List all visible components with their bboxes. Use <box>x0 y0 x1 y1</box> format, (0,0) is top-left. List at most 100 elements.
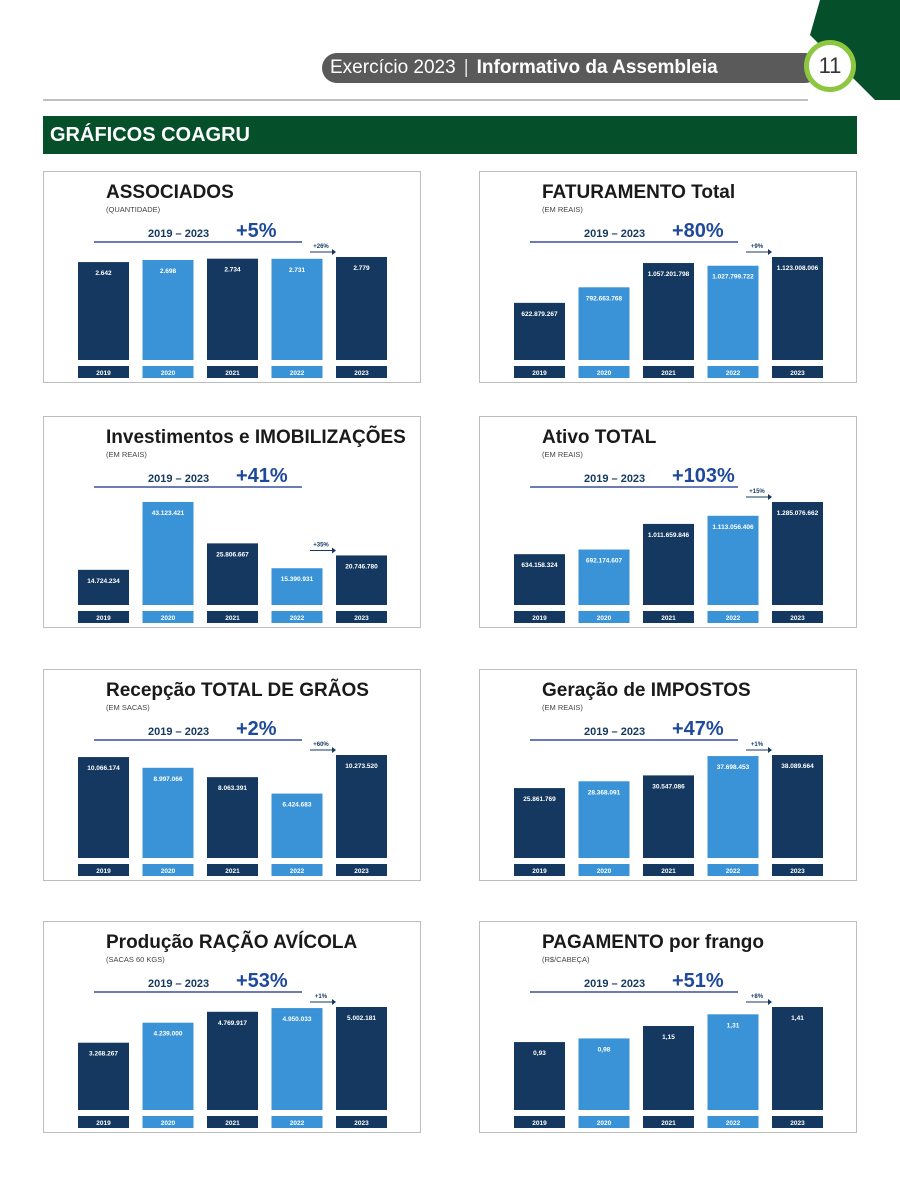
bar-value-label: 692.174.607 <box>586 558 623 565</box>
bar-2019 <box>514 302 565 360</box>
year-box <box>643 366 694 378</box>
last-change-label: +1% <box>315 994 328 1000</box>
year-label: 2019 <box>532 370 547 377</box>
bar-2022 <box>707 265 759 360</box>
year-box <box>142 1116 194 1128</box>
year-box <box>336 1116 387 1128</box>
growth-arrow-head <box>332 999 336 1005</box>
year-box <box>643 864 694 876</box>
bar-2020 <box>142 767 194 858</box>
year-label: 2023 <box>354 615 369 622</box>
year-box <box>707 366 759 378</box>
year-box <box>142 864 194 876</box>
corner-decoration <box>810 0 900 100</box>
year-box <box>271 611 323 623</box>
year-box <box>578 1116 630 1128</box>
bar-value-label: 5.002.181 <box>347 1015 376 1022</box>
year-label: 2021 <box>225 868 240 875</box>
year-box <box>772 366 823 378</box>
bar-value-label: 1.011.659.846 <box>648 532 690 539</box>
bar-2019 <box>78 569 129 605</box>
bar-value-label: 10.066.174 <box>87 765 120 772</box>
bar-2021 <box>207 1011 258 1110</box>
chart-change: +2% <box>236 718 277 740</box>
year-box <box>207 1116 258 1128</box>
bar-2019 <box>514 788 565 858</box>
chart-change: +51% <box>672 970 724 992</box>
last-change-label: +1% <box>751 742 764 748</box>
year-box <box>578 611 630 623</box>
chart-subtitle: (SACAS 60 KGS) <box>106 955 165 964</box>
chart-panel: Geração de IMPOSTOS (EM REAIS) 2019 – 2023… <box>479 669 857 881</box>
year-box <box>772 1116 823 1128</box>
bar-value-label: 37.698.453 <box>717 764 750 771</box>
year-box <box>207 366 258 378</box>
bar-2020 <box>578 287 630 360</box>
last-change-label: +9% <box>751 244 764 250</box>
chart-period: 2019 – 2023 <box>584 228 645 240</box>
year-box <box>78 611 129 623</box>
last-change-label: +26% <box>313 244 329 250</box>
bar-2019 <box>78 262 129 360</box>
bar-value-label: 14.724.234 <box>87 578 120 585</box>
year-label: 2023 <box>354 370 369 377</box>
year-label: 2022 <box>290 1120 305 1127</box>
year-label: 2019 <box>96 370 111 377</box>
year-label: 2019 <box>532 868 547 875</box>
bar-2021 <box>643 775 694 858</box>
chart-title: ASSOCIADOS <box>106 182 234 203</box>
bar-value-label: 2.779 <box>353 265 370 272</box>
year-label: 2020 <box>597 1120 612 1127</box>
chart-panel: Recepção TOTAL DE GRÃOS (EM SACAS) 2019 – … <box>43 669 421 881</box>
year-box <box>578 864 630 876</box>
growth-arrow-head <box>332 547 336 554</box>
bar-2021 <box>207 258 258 360</box>
bar-2023 <box>772 257 823 360</box>
year-label: 2021 <box>661 868 676 875</box>
bar-2021 <box>643 263 694 360</box>
year-label: 2019 <box>532 1120 547 1127</box>
bar-2022 <box>707 1014 759 1110</box>
bar-2023 <box>336 1007 387 1110</box>
bar-2020 <box>142 502 194 605</box>
chart-svg: Ativo TOTAL (EM REAIS) 2019 – 2023 +103% 634… <box>514 427 823 623</box>
bar-2022 <box>271 793 323 858</box>
section-title: GRÁFICOS COAGRU <box>43 116 857 154</box>
year-label: 2022 <box>726 370 741 377</box>
chart-change: +80% <box>672 220 724 242</box>
bar-value-label: 1.027.799.722 <box>712 274 754 281</box>
bar-2022 <box>707 515 759 605</box>
chart-panel: Produção RAÇÃO AVÍCOLA (SACAS 60 KGS) 2019… <box>43 921 421 1133</box>
bar-value-label: 38.089.664 <box>781 763 814 770</box>
year-label: 2023 <box>354 868 369 875</box>
bar-value-label: 8.997.066 <box>154 776 183 783</box>
bar-value-label: 4.950.033 <box>283 1016 312 1023</box>
growth-arrow-head <box>332 747 336 753</box>
bar-2023 <box>336 755 387 858</box>
header-bar: Exercício 2023 | Informativo da Assemble… <box>322 53 820 83</box>
bar-value-label: 1,15 <box>662 1034 675 1041</box>
bar-2019 <box>78 1042 129 1110</box>
chart-subtitle: (R$/CABEÇA) <box>542 955 590 964</box>
bar-value-label: 0,98 <box>598 1046 611 1053</box>
chart-period: 2019 – 2023 <box>148 228 209 240</box>
year-box <box>78 366 129 378</box>
year-box <box>643 611 694 623</box>
bar-value-label: 43.123.421 <box>152 510 185 517</box>
bar-value-label: 2.731 <box>289 267 306 274</box>
year-box <box>271 366 323 378</box>
chart-period: 2019 – 2023 <box>584 978 645 990</box>
growth-arrow-head <box>768 249 772 255</box>
chart-title: Ativo TOTAL <box>542 427 657 448</box>
year-label: 2020 <box>597 615 612 622</box>
year-box <box>271 1116 323 1128</box>
chart-svg: ASSOCIADOS (QUANTIDADE) 2019 – 2023 +5% 2.64… <box>78 182 387 378</box>
growth-arrow-head <box>332 249 336 255</box>
bar-value-label: 622.879.267 <box>521 311 558 318</box>
year-label: 2021 <box>661 1120 676 1127</box>
bar-2020 <box>142 260 194 360</box>
bar-2022 <box>271 1008 323 1110</box>
bar-value-label: 1.285.076.662 <box>777 510 819 517</box>
year-box <box>207 864 258 876</box>
year-label: 2022 <box>726 615 741 622</box>
